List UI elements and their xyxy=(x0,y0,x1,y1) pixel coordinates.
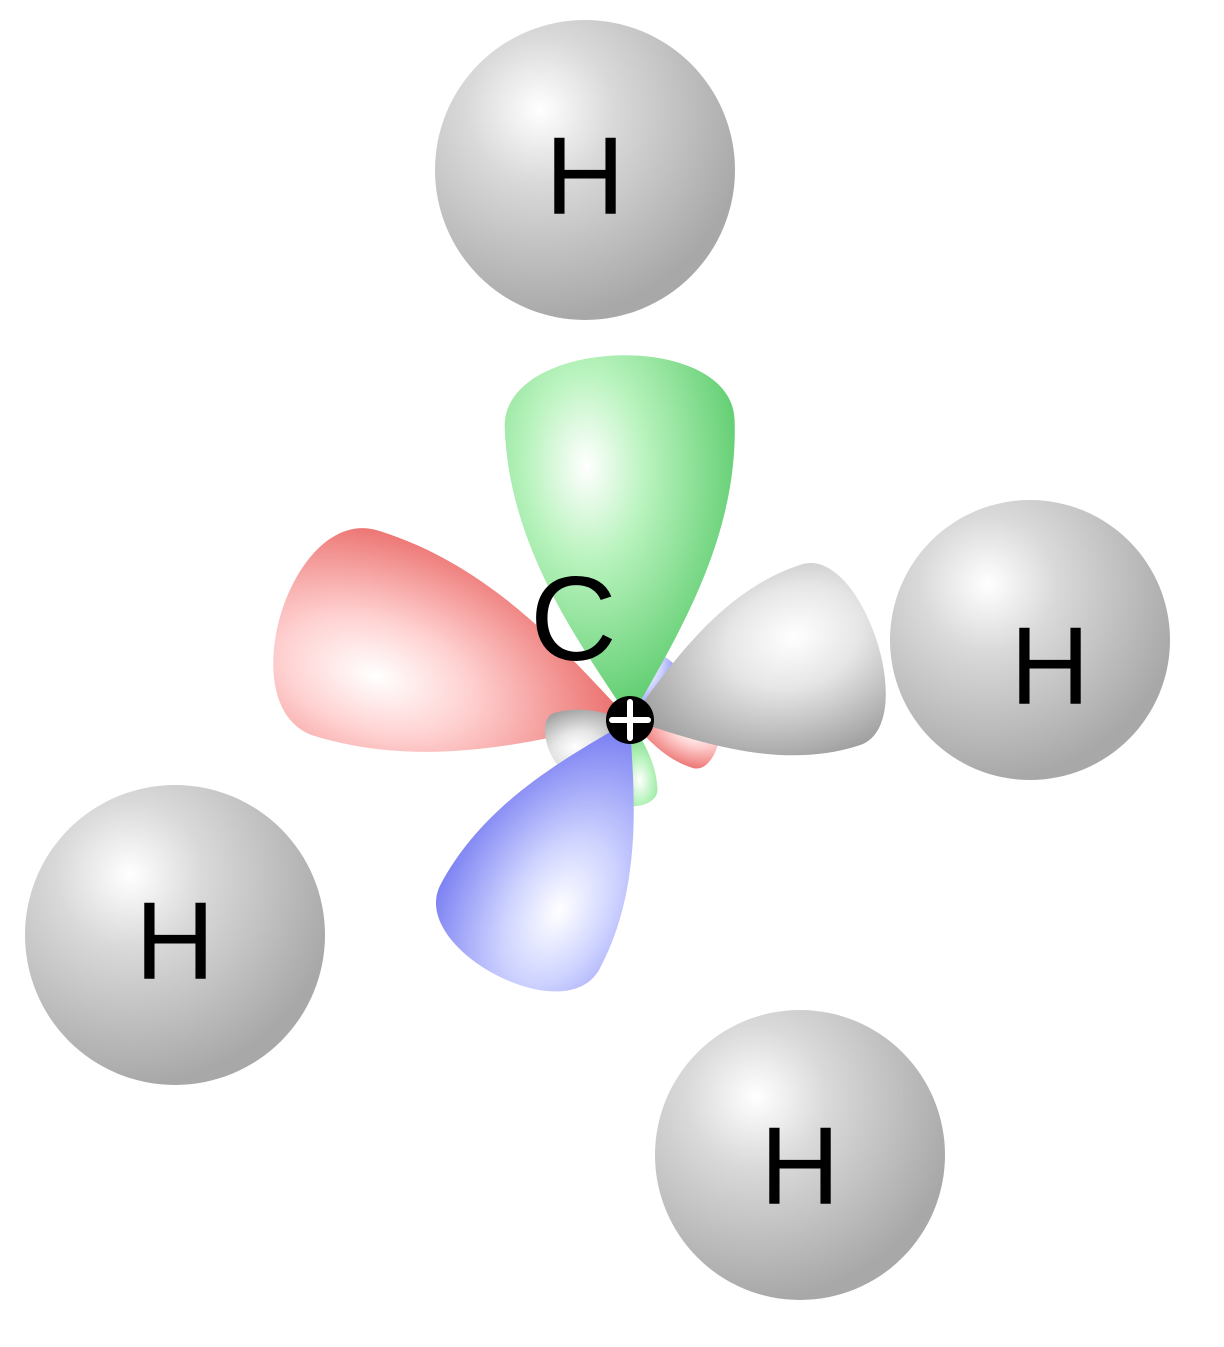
hydrogen-atom: H xyxy=(435,20,735,320)
carbon-label: C xyxy=(530,552,617,686)
hydrogen-label: H xyxy=(760,1105,839,1228)
hydrogen-label: H xyxy=(135,880,214,1003)
hydrogen-atom: H xyxy=(25,785,325,1085)
carbon-center xyxy=(606,696,654,744)
hydrogen-atom: H xyxy=(655,1010,945,1300)
hydrogen-label: H xyxy=(1010,605,1089,728)
hydrogen-label: H xyxy=(545,115,624,238)
hydrogen-atom: H xyxy=(890,500,1170,780)
